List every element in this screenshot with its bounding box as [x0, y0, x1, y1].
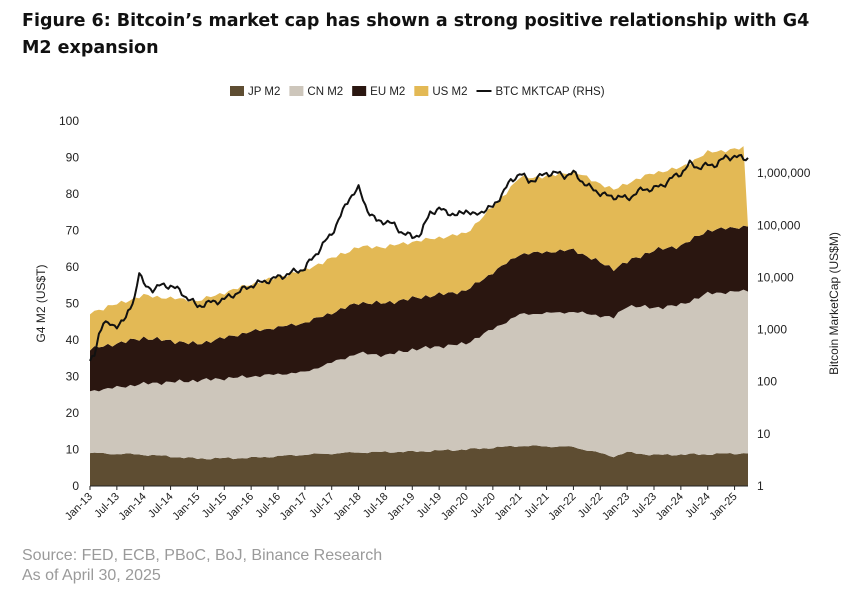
series-line-btc-mktcap: [89, 154, 749, 362]
area-eu-m2: [90, 225, 748, 392]
x-tick-label: Jan-24: [654, 491, 686, 523]
area-jp-m2: [90, 445, 748, 486]
y-tick-label: 50: [66, 297, 80, 311]
y-tick-label: 30: [66, 370, 80, 384]
x-tick-label: Jan-19: [385, 491, 417, 523]
x-tick-label: Jan-20: [439, 491, 471, 523]
legend-label-jp-m2: JP M2: [248, 86, 280, 98]
y2-axis-label: Bitcoin MarketCap (US$M): [827, 232, 841, 375]
stacked-areas: [90, 146, 748, 486]
y-tick-label: 60: [66, 260, 80, 274]
y2-tick-label: 10: [757, 427, 771, 441]
source-note: Source: FED, ECB, PBoC, BoJ, Binance Res…: [22, 546, 382, 586]
x-tick-label: Jan-21: [493, 491, 525, 523]
legend-label-cn-m2: CN M2: [307, 86, 343, 98]
x-tick-label: Jan-23: [600, 491, 632, 523]
area-cn-m2: [90, 289, 748, 460]
as-of-date: As of April 30, 2025: [22, 567, 161, 584]
y2-tick-label: 10,000: [757, 270, 794, 284]
y-tick-label: 20: [66, 406, 80, 420]
figure-title: Figure 6: Bitcoin’s market cap has shown…: [22, 11, 810, 58]
y-tick-label: 40: [66, 333, 80, 347]
y-tick-label: 10: [66, 443, 80, 457]
legend-swatch-jp-m2: [230, 86, 244, 96]
y-tick-label: 100: [59, 114, 79, 128]
btc-line-group: [89, 154, 749, 362]
x-tick-label: Jan-17: [278, 491, 310, 523]
y2-tick-label: 1,000,000: [757, 166, 811, 180]
y2-tick-label: 1,000: [757, 323, 787, 337]
x-tick-label: Jan-14: [117, 491, 149, 523]
y-axis-label: G4 M2 (US$T): [34, 264, 48, 342]
legend-label-us-m2: US M2: [432, 86, 467, 98]
x-tick-label: Jan-13: [63, 491, 95, 523]
x-tick-label: Jan-18: [331, 491, 363, 523]
y-tick-label: 0: [72, 479, 79, 493]
source-text: Source: FED, ECB, PBoC, BoJ, Binance Res…: [22, 547, 383, 564]
x-tick-label: Jan-22: [546, 491, 578, 523]
area-us-m2: [90, 146, 748, 351]
x-tick-label: Jan-15: [170, 491, 202, 523]
y2-tick-label: 100,000: [757, 218, 801, 232]
legend-label-eu-m2: EU M2: [370, 86, 405, 98]
y-tick-label: 70: [66, 224, 80, 238]
x-tick-label: Jan-25: [707, 491, 739, 523]
legend: JP M2 CN M2 EU M2 US M2 BTC MKTCAP (RHS): [230, 86, 605, 98]
y2-tick-label: 1: [757, 479, 764, 493]
legend-swatch-cn-m2: [289, 86, 304, 96]
y-tick-label: 80: [66, 187, 80, 201]
y-tick-label: 90: [66, 151, 80, 165]
x-tick-label: Jan-16: [224, 491, 256, 523]
legend-swatch-us-m2: [414, 86, 429, 96]
legend-label-btc-mktcap-rhs: BTC MKTCAP (RHS): [495, 86, 604, 98]
legend-swatch-eu-m2: [352, 86, 367, 96]
y2-tick-label: 100: [757, 375, 777, 389]
